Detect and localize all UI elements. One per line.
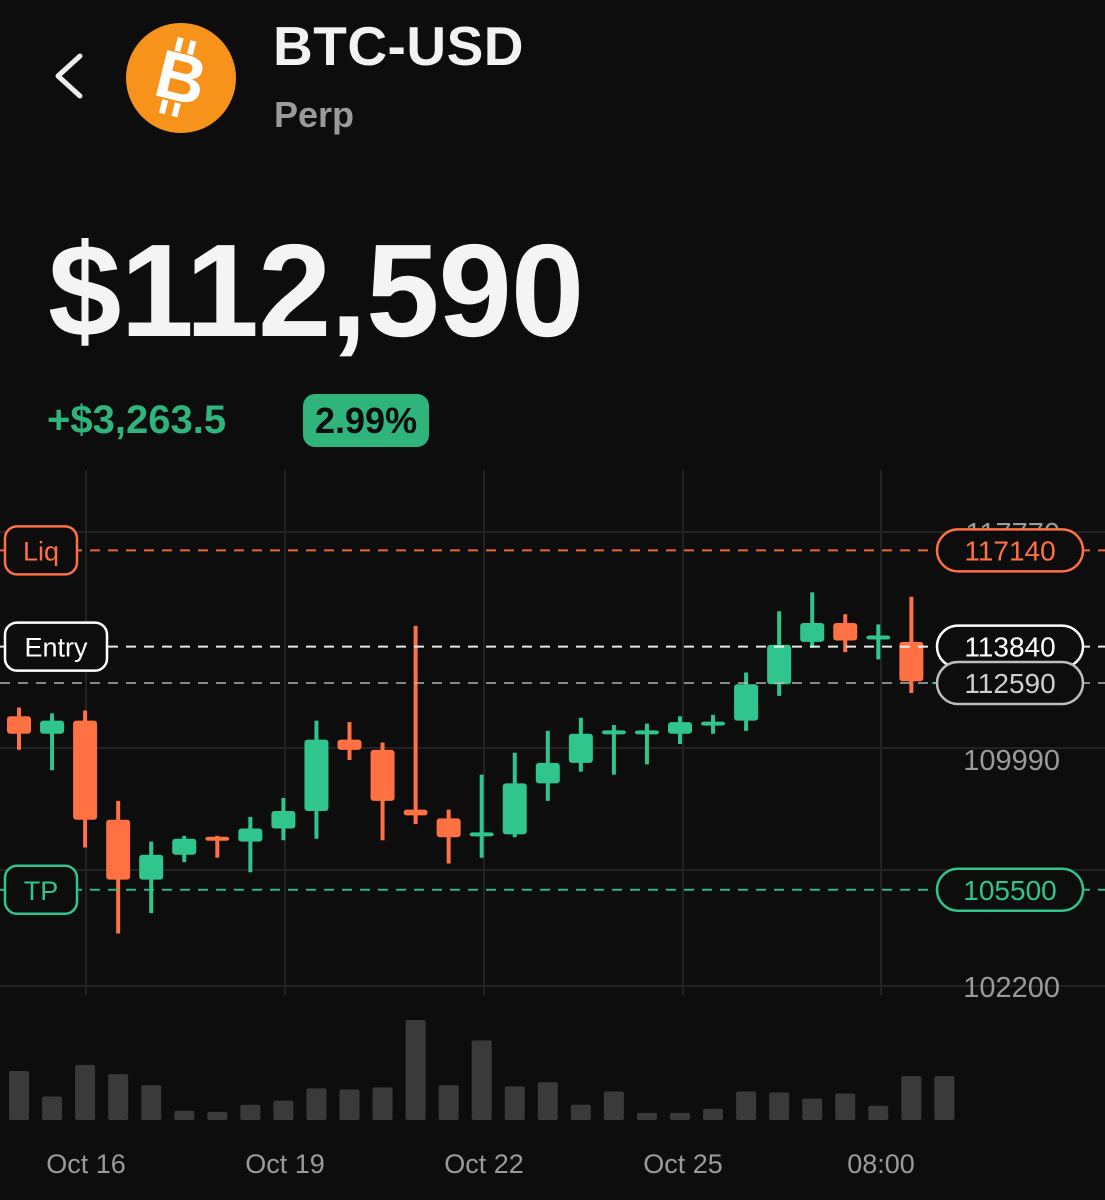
candle-body xyxy=(899,641,924,682)
volume-bar xyxy=(339,1089,360,1120)
volume-bar xyxy=(901,1076,922,1120)
volume-bar xyxy=(868,1105,889,1120)
volume-bar xyxy=(9,1071,29,1120)
volume-bar xyxy=(207,1111,228,1120)
current-price: $112,590 xyxy=(48,217,584,364)
candle-body xyxy=(40,720,65,734)
reference-label: Entry xyxy=(24,633,88,663)
candle-body xyxy=(634,730,659,735)
candle-body xyxy=(7,716,31,734)
volume-bar xyxy=(471,1040,492,1120)
volume-bar xyxy=(670,1112,690,1120)
back-button[interactable] xyxy=(48,50,88,102)
bitcoin-icon: B xyxy=(126,23,236,133)
volume-bar xyxy=(372,1087,393,1120)
candle-body xyxy=(833,622,858,641)
candle-body xyxy=(800,622,825,642)
reference-value-label: 117140 xyxy=(964,535,1055,566)
candle-body xyxy=(139,854,164,880)
x-tick-label: Oct 25 xyxy=(643,1149,723,1179)
volume-bar xyxy=(405,1020,426,1120)
candle-body xyxy=(734,684,759,721)
x-tick-label: Oct 22 xyxy=(444,1149,524,1179)
reference-value-pill xyxy=(935,867,1085,913)
candle-body xyxy=(271,811,296,829)
candle-body xyxy=(668,722,692,734)
price-change: +$3,263.5 xyxy=(47,398,227,442)
reference-label-pill xyxy=(3,864,79,916)
volume-bar xyxy=(42,1096,63,1120)
volume-bar xyxy=(934,1076,955,1120)
volume-bar xyxy=(537,1082,558,1120)
reference-value-label: 112590 xyxy=(964,668,1055,699)
volume-bar xyxy=(636,1112,657,1120)
volume-bar xyxy=(75,1064,96,1120)
reference-label-pill xyxy=(3,525,79,576)
candle-body xyxy=(436,818,461,838)
volume-bar xyxy=(736,1091,757,1120)
volume-bar xyxy=(504,1086,525,1120)
reference-value-label: 113840 xyxy=(964,632,1055,663)
x-tick-label: Oct 19 xyxy=(245,1149,325,1179)
volume-bar xyxy=(570,1104,591,1120)
candle-body xyxy=(535,762,560,784)
candle-body xyxy=(502,783,527,835)
volume-bar xyxy=(141,1085,162,1120)
reference-value-pill xyxy=(935,528,1085,573)
reference-label: Liq xyxy=(23,536,59,566)
reference-value-label: 105500 xyxy=(963,875,1056,906)
price-change-percent-badge: 2.99% xyxy=(303,394,430,447)
y-tick-label: 102200 xyxy=(963,972,1060,1004)
candle-body xyxy=(73,720,98,820)
volume-bar xyxy=(273,1100,294,1120)
volume-bar xyxy=(703,1108,724,1120)
candle-body xyxy=(601,730,626,735)
candle-body xyxy=(337,739,362,750)
candle-body xyxy=(238,828,263,842)
candle-body xyxy=(172,838,197,855)
candle-body xyxy=(469,832,494,837)
candle-body xyxy=(106,819,131,880)
market-type: Perp xyxy=(274,94,355,135)
y-tick-label: 109990 xyxy=(963,745,1060,777)
reference-value-pill xyxy=(935,660,1085,706)
reference-label-pill xyxy=(3,621,109,672)
candle-body xyxy=(568,733,593,763)
candle-body xyxy=(403,809,428,816)
volume-bar xyxy=(108,1074,129,1120)
volume-bar xyxy=(835,1093,856,1120)
candle-body xyxy=(701,721,726,726)
volume-bar xyxy=(769,1092,790,1120)
x-tick-label: 08:00 xyxy=(847,1149,915,1179)
volume-bar xyxy=(306,1088,327,1120)
chevron-left-icon xyxy=(55,53,83,99)
candle-body xyxy=(370,749,395,801)
x-tick-label: Oct 16 xyxy=(46,1149,126,1179)
volume-bar xyxy=(438,1085,459,1120)
reference-label: TP xyxy=(24,876,59,906)
candle-body xyxy=(767,644,792,685)
market-symbol: BTC-USD xyxy=(273,15,524,77)
volume-bar xyxy=(174,1110,195,1120)
volume-bar xyxy=(603,1091,624,1120)
volume-bar xyxy=(240,1104,261,1120)
candle-body xyxy=(304,739,329,812)
volume-bar xyxy=(802,1098,823,1120)
candle-body xyxy=(205,836,230,841)
candle-body xyxy=(866,635,891,640)
